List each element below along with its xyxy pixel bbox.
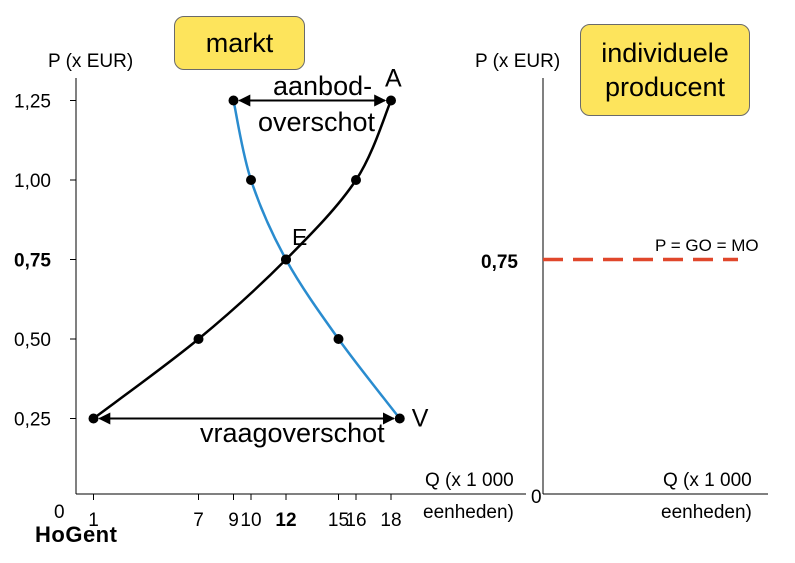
supply-point (88, 413, 99, 424)
demand-curve (232, 100, 401, 420)
supply-surplus-label-line2: overschot (258, 107, 376, 137)
demand-point (281, 254, 291, 265)
market-x-tick-label: 16 (345, 510, 366, 531)
market-x-tick-label: 9 (228, 510, 239, 531)
market-y-tick-label: 0,25 (14, 410, 51, 431)
demand-point (246, 175, 256, 185)
market-x-axis-label-line1: Q (x 1 000 (425, 470, 514, 491)
individual-x-axis-label-line1: Q (x 1 000 (663, 470, 752, 491)
hogent-logo: HoGent (35, 522, 118, 547)
supply-point (386, 95, 396, 106)
supply-surplus-label-line1: aanbod- (273, 71, 372, 101)
individual-title-line1: individuele (601, 38, 729, 68)
demand-point (333, 334, 344, 344)
individual-title-line2: producent (604, 72, 726, 102)
market-title: markt (205, 28, 274, 58)
market-x-tick-label: 18 (380, 510, 401, 531)
market-y-tick-label: 0,75 (14, 251, 51, 272)
market-x-tick-label: 1 (88, 510, 99, 531)
individual-price-tick-label: 0,75 (481, 252, 518, 273)
supply-curve-label: A (385, 65, 402, 93)
individual-producer-title-box: individuele producent (580, 24, 750, 116)
market-title-box: markt (174, 16, 305, 70)
market-x-tick-label: 15 (328, 510, 349, 531)
market-x-tick-label: 12 (275, 510, 296, 531)
market-x-tick-label: 7 (193, 510, 204, 531)
market-y-tick-label: 1,00 (14, 171, 51, 192)
individual-x-axis-label-line2: eenheden) (661, 502, 752, 523)
market-x-tick-label: 10 (240, 510, 261, 531)
individual-origin-label: 0 (531, 487, 542, 508)
market-y-axis-label: P (x EUR) (48, 51, 133, 72)
market-x-axis-label-line2: eenheden) (423, 502, 514, 523)
individual-y-axis-label: P (x EUR) (475, 51, 560, 72)
supply-point (193, 334, 204, 344)
market-origin-label: 0 (54, 502, 65, 523)
demand-curve-label: V (412, 405, 429, 433)
market-y-tick-label: 0,50 (14, 330, 51, 351)
equilibrium-label: E (292, 224, 307, 250)
individual-price-line-label: P = GO = MO (655, 236, 759, 255)
market-y-tick-label: 1,25 (14, 92, 51, 113)
demand-point (228, 95, 239, 106)
demand-point (394, 413, 405, 424)
supply-point (351, 175, 361, 185)
demand-surplus-label: vraagoverschot (200, 418, 385, 448)
